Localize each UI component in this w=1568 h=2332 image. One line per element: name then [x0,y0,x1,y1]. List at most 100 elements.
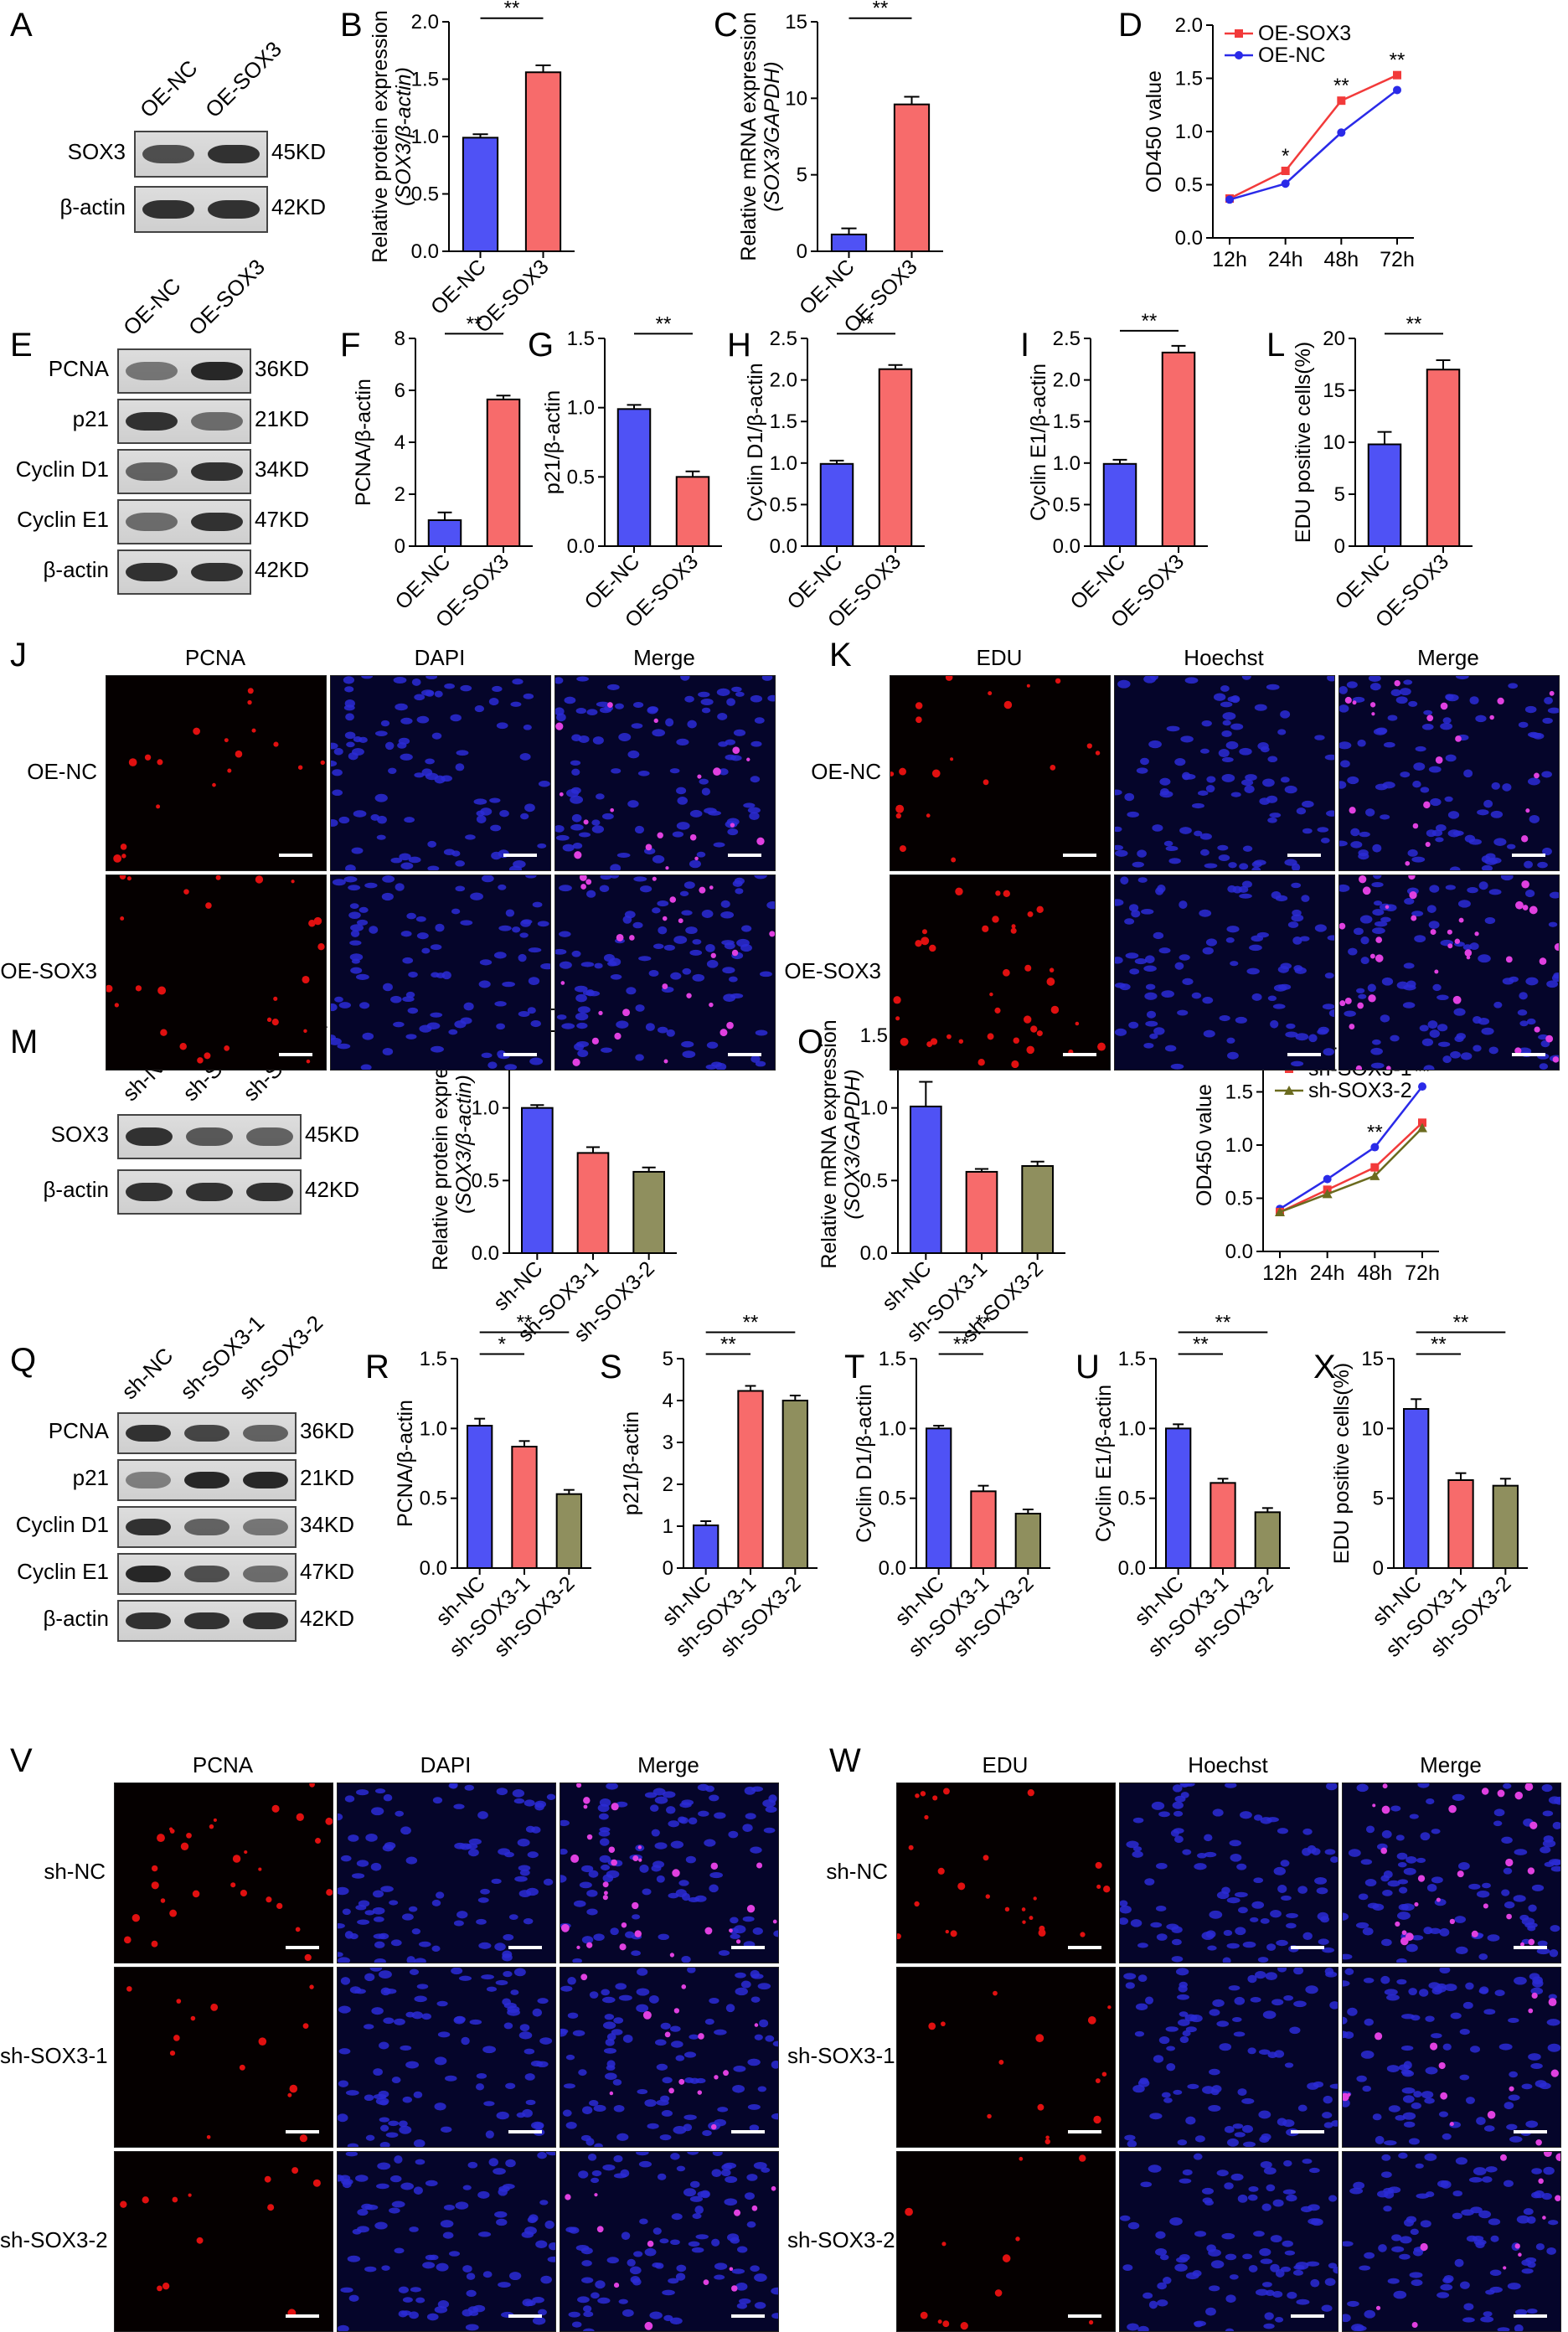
nucleus-blue [639,2218,648,2225]
nucleus-blue [1191,992,1202,999]
nucleus-blue [1300,2206,1313,2213]
nucleus-blue [481,1052,493,1059]
significance-label: ** [743,1312,759,1334]
nucleus-blue [1370,1062,1385,1069]
nucleus-blue [478,980,491,988]
nucleus-blue [1153,931,1164,940]
nucleus-positive [890,771,895,776]
nucleus-blue [1182,1849,1192,1855]
nucleus-blue [351,1873,365,1879]
panel-letter-f: F [340,327,361,364]
nucleus-blue [677,797,689,805]
nucleus-positive [669,1953,675,1958]
nucleus-blue [601,1989,610,1996]
nucleus-blue [1416,2193,1430,2199]
nucleus-blue [535,2240,548,2249]
nucleus-blue [1158,2036,1170,2045]
nucleus-blue [1444,796,1453,802]
column-header: Merge [1417,645,1479,670]
panel-letter-u: U [1075,1349,1100,1385]
cell-nuclei-layer [106,875,325,1064]
y-tick-label: 0.5 [879,1488,906,1510]
nucleus-blue [620,2169,630,2178]
nucleus-blue [400,717,413,725]
nucleus-blue [1177,2139,1188,2146]
nucleus-blue [578,2069,587,2077]
nucleus-positive [678,918,683,924]
nucleus-blue [451,908,461,915]
nucleus-blue [570,795,584,804]
nucleus-blue [730,2237,740,2244]
nucleus-positive [1471,1930,1478,1937]
nucleus-positive [1362,886,1371,895]
nucleus-positive [908,1844,914,1850]
nucleus-blue [391,2200,405,2208]
nucleus-positive [1101,2071,1107,2077]
nucleus-positive [895,813,902,819]
cell-nuclei-layer [331,875,550,1070]
legend-label: sh-SOX3-2 [1308,1079,1412,1102]
nucleus-blue [1277,966,1289,973]
nucleus-blue [762,1799,776,1808]
protein-band [142,199,194,219]
nucleus-blue [1508,2094,1520,2101]
nucleus-blue [1141,909,1154,915]
data-point [1370,1143,1380,1152]
nucleus-blue [1469,696,1479,705]
nucleus-blue [413,2091,423,2098]
nucleus-blue [1266,684,1280,690]
nucleus-positive [983,779,989,786]
nucleus-blue [408,1906,418,1912]
nucleus-positive [106,984,113,993]
nucleus-blue [411,678,421,686]
nucleus-blue [524,803,535,813]
nucleus-blue [1264,2312,1274,2320]
nucleus-blue [1452,1793,1465,1801]
nucleus-blue [582,2305,592,2313]
protein-band [126,362,178,380]
nucleus-blue [591,2170,602,2177]
scale-bar [1291,1946,1324,1949]
nucleus-blue [1549,891,1559,899]
nucleus-positive [921,929,927,935]
nucleus-positive [1521,880,1529,889]
nucleus-blue [1284,2062,1294,2068]
nucleus-blue [1286,2194,1297,2202]
nucleus-blue [1490,810,1504,818]
nucleus-blue [1429,1029,1440,1038]
nucleus-blue [1502,783,1512,792]
nucleus-blue [1262,778,1275,787]
nucleus-blue [1348,1849,1361,1857]
nucleus-blue [1539,2082,1551,2090]
nucleus-blue [1328,2195,1338,2202]
nucleus-blue [364,1973,375,1982]
nucleus-blue [450,714,462,722]
nucleus-blue [1480,2316,1494,2323]
nucleus-positive [611,1859,617,1866]
y-tick-label: 0 [1373,1557,1384,1580]
nucleus-blue [1177,1009,1189,1016]
cell-nuclei-layer [1339,676,1559,870]
nucleus-blue [572,1958,582,1963]
nucleus-blue [519,932,529,938]
nucleus-blue [1544,696,1553,704]
nucleus-positive [192,1890,200,1898]
nucleus-blue [1487,1934,1500,1942]
nucleus-blue [578,832,591,838]
nucleus-blue [525,2099,536,2106]
nucleus-positive [1002,2254,1011,2262]
nucleus-blue [518,1865,531,1871]
protein-band [191,563,243,581]
scale-bar [503,1053,537,1056]
nucleus-blue [649,2311,663,2319]
nucleus-blue [721,2169,731,2177]
nucleus-blue [765,2035,775,2042]
y-tick-label: 2.0 [1053,369,1081,392]
nucleus-blue [652,2227,662,2235]
nucleus-positive [157,1834,165,1843]
nucleus-blue [1322,1003,1334,1010]
nucleus-blue [498,2282,511,2288]
nucleus-blue [1194,2320,1206,2327]
nucleus-positive [993,1990,998,1996]
